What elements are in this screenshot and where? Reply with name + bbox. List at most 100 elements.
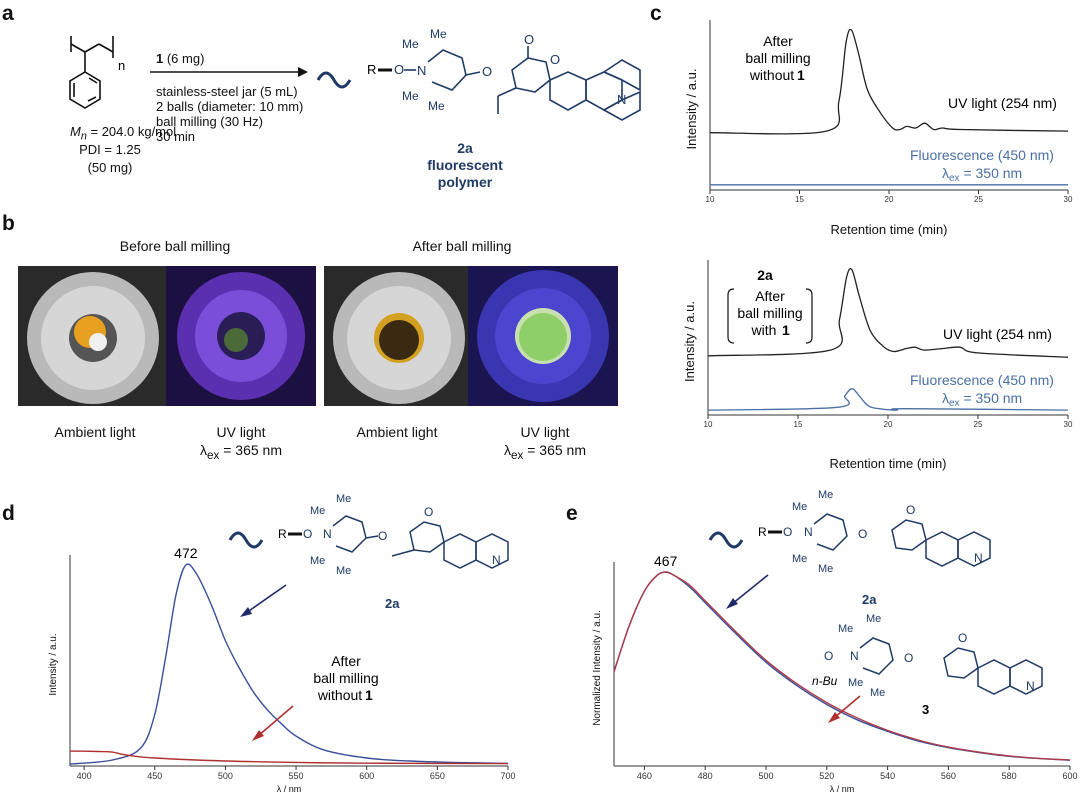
x-tick-label-3: 25 xyxy=(974,420,983,429)
condition-line-2: 2 balls (diameter: 10 mm) xyxy=(156,99,304,114)
polymer-chain-wave xyxy=(708,531,744,549)
mn-text: Mn = 204.0 kg/mol xyxy=(70,124,177,143)
pdi-text: PDI = 1.25 xyxy=(79,142,141,157)
series-label-fluor: Fluorescence (450 nm) xyxy=(910,372,1054,388)
product-desc-2: polymer xyxy=(437,174,493,190)
product-id: 2a xyxy=(457,140,473,156)
chart-c-bottom: 10 15 20 25 30 Retention time (min) Intensity … xyxy=(682,260,1073,471)
x-axis-label: λ / nm xyxy=(830,784,855,794)
atom-N-julolidine-3: N xyxy=(1026,679,1035,693)
atom-N-julolidine: N xyxy=(617,92,626,107)
label-me-4: Me xyxy=(336,565,351,577)
label-me-2: Me xyxy=(336,493,351,505)
annotation-line-2: ball milling xyxy=(745,50,810,66)
subscript-n: n xyxy=(118,58,125,73)
x-tick-label-0: 10 xyxy=(704,420,713,429)
label-me-4: Me xyxy=(428,99,445,113)
series-line-0 xyxy=(709,28,1069,135)
label-nbu: n-Bu xyxy=(812,674,838,688)
atom-O-carbonyl: O xyxy=(424,505,433,519)
arrow-2a-head xyxy=(726,598,738,609)
polymer-chain-wave xyxy=(316,71,352,89)
label-me-2: Me xyxy=(430,27,447,41)
before-title: Before ball milling xyxy=(119,238,231,254)
x-tick-label-3: 25 xyxy=(974,195,983,204)
label-me-6: Me xyxy=(866,613,881,625)
series-label-lambda: λex = 350 nm xyxy=(942,390,1022,409)
y-axis-label: Intensity / a.u. xyxy=(682,301,697,382)
annotation-line-2: ball milling xyxy=(313,670,378,686)
x-tick-label-3: 550 xyxy=(289,771,304,781)
annotation-bold: 1 xyxy=(797,67,805,83)
atom-N-julolidine: N xyxy=(492,553,501,567)
reaction-arrow-head xyxy=(298,67,308,77)
x-tick-label-6: 580 xyxy=(1002,771,1017,781)
arrow-2a xyxy=(731,574,769,605)
x-tick-label-1: 450 xyxy=(147,771,162,781)
x-tick-label-6: 700 xyxy=(500,771,515,781)
atom-N: N xyxy=(323,527,332,541)
annotation-bold: 1 xyxy=(365,687,373,703)
arrow-red-head xyxy=(252,730,264,741)
annotation-line-3: with xyxy=(751,322,777,338)
atom-O: O xyxy=(394,62,404,77)
atom-N: N xyxy=(804,525,813,539)
product-2a-structure: R O N Me Me Me Me O O O N xyxy=(316,27,641,121)
atom-R: R xyxy=(758,525,767,539)
x-axis-label: λ / nm xyxy=(277,784,302,794)
x-axis-label: Retention time (min) xyxy=(829,456,946,471)
x-tick-label-2: 500 xyxy=(218,771,233,781)
y-axis-label: Intensity / a.u. xyxy=(684,69,699,150)
bracket-left xyxy=(727,288,735,344)
series-line-1 xyxy=(69,750,509,765)
y-axis-label: Intensity / a.u. xyxy=(48,633,59,695)
label-me-3: Me xyxy=(402,89,419,103)
x-axis-label: Retention time (min) xyxy=(830,222,947,237)
label-me-2: Me xyxy=(818,489,833,501)
x-tick-label-0: 10 xyxy=(706,195,715,204)
atom-R: R xyxy=(278,527,287,541)
condition-line-4: 30 min xyxy=(156,129,196,144)
caption-ambient-2: Ambient light xyxy=(356,424,438,440)
y-axis-label: Normalized Intensity / a.u. xyxy=(592,610,603,726)
annotation-line-1: After xyxy=(755,288,785,304)
x-tick-label-4: 600 xyxy=(359,771,374,781)
condition-reagent: 1 (6 mg) xyxy=(156,51,205,66)
label-me-5: Me xyxy=(838,623,853,635)
atom-O-3: O xyxy=(824,649,833,663)
series-line-0 xyxy=(613,571,1071,761)
series-label-uv: UV light (254 nm) xyxy=(943,326,1052,342)
series-line-0 xyxy=(707,267,1069,358)
series-line-0 xyxy=(69,563,509,765)
atom-O-ester: O xyxy=(378,529,387,543)
atom-N: N xyxy=(417,63,426,78)
condition-list: stainless-steel jar (5 mL) 2 balls (diam… xyxy=(156,84,303,144)
label-me-1: Me xyxy=(792,501,807,513)
x-tick-label-1: 15 xyxy=(795,195,804,204)
polymer-chain-wave xyxy=(228,531,264,549)
annotation-line-3: without xyxy=(749,67,794,83)
photo-after-ambient xyxy=(324,266,474,406)
atom-O-carbonyl: O xyxy=(906,503,915,517)
atom-O-ester: O xyxy=(482,64,492,79)
atom-O-ester: O xyxy=(858,527,867,541)
arrow-red-head xyxy=(828,712,840,723)
product-desc-1: fluorescent xyxy=(427,157,503,173)
x-tick-label-3: 520 xyxy=(819,771,834,781)
label-2a: 2a xyxy=(385,596,400,611)
annotation-line-1: After xyxy=(763,33,793,49)
atom-O: O xyxy=(783,525,792,539)
series-label-lambda: λex = 350 nm xyxy=(942,165,1022,184)
label-me-7: Me xyxy=(848,677,863,689)
product-label: 2a fluorescent polymer xyxy=(420,140,510,191)
caption-uv-1: UV light xyxy=(216,424,266,440)
annotation-2a: 2a xyxy=(757,267,773,283)
series-label-fluor: Fluorescence (450 nm) xyxy=(910,147,1054,163)
arrow-2a-head xyxy=(240,607,252,617)
label-me-1: Me xyxy=(402,37,419,51)
chart-d: 400 450 500 550 600 650 700 λ / nm Intensity / a… xyxy=(48,493,516,794)
chart-e: 460 480 500 520 540 560 580 600 λ / nm Normalized… xyxy=(592,489,1078,794)
annotation-line-2: ball milling xyxy=(737,305,802,321)
